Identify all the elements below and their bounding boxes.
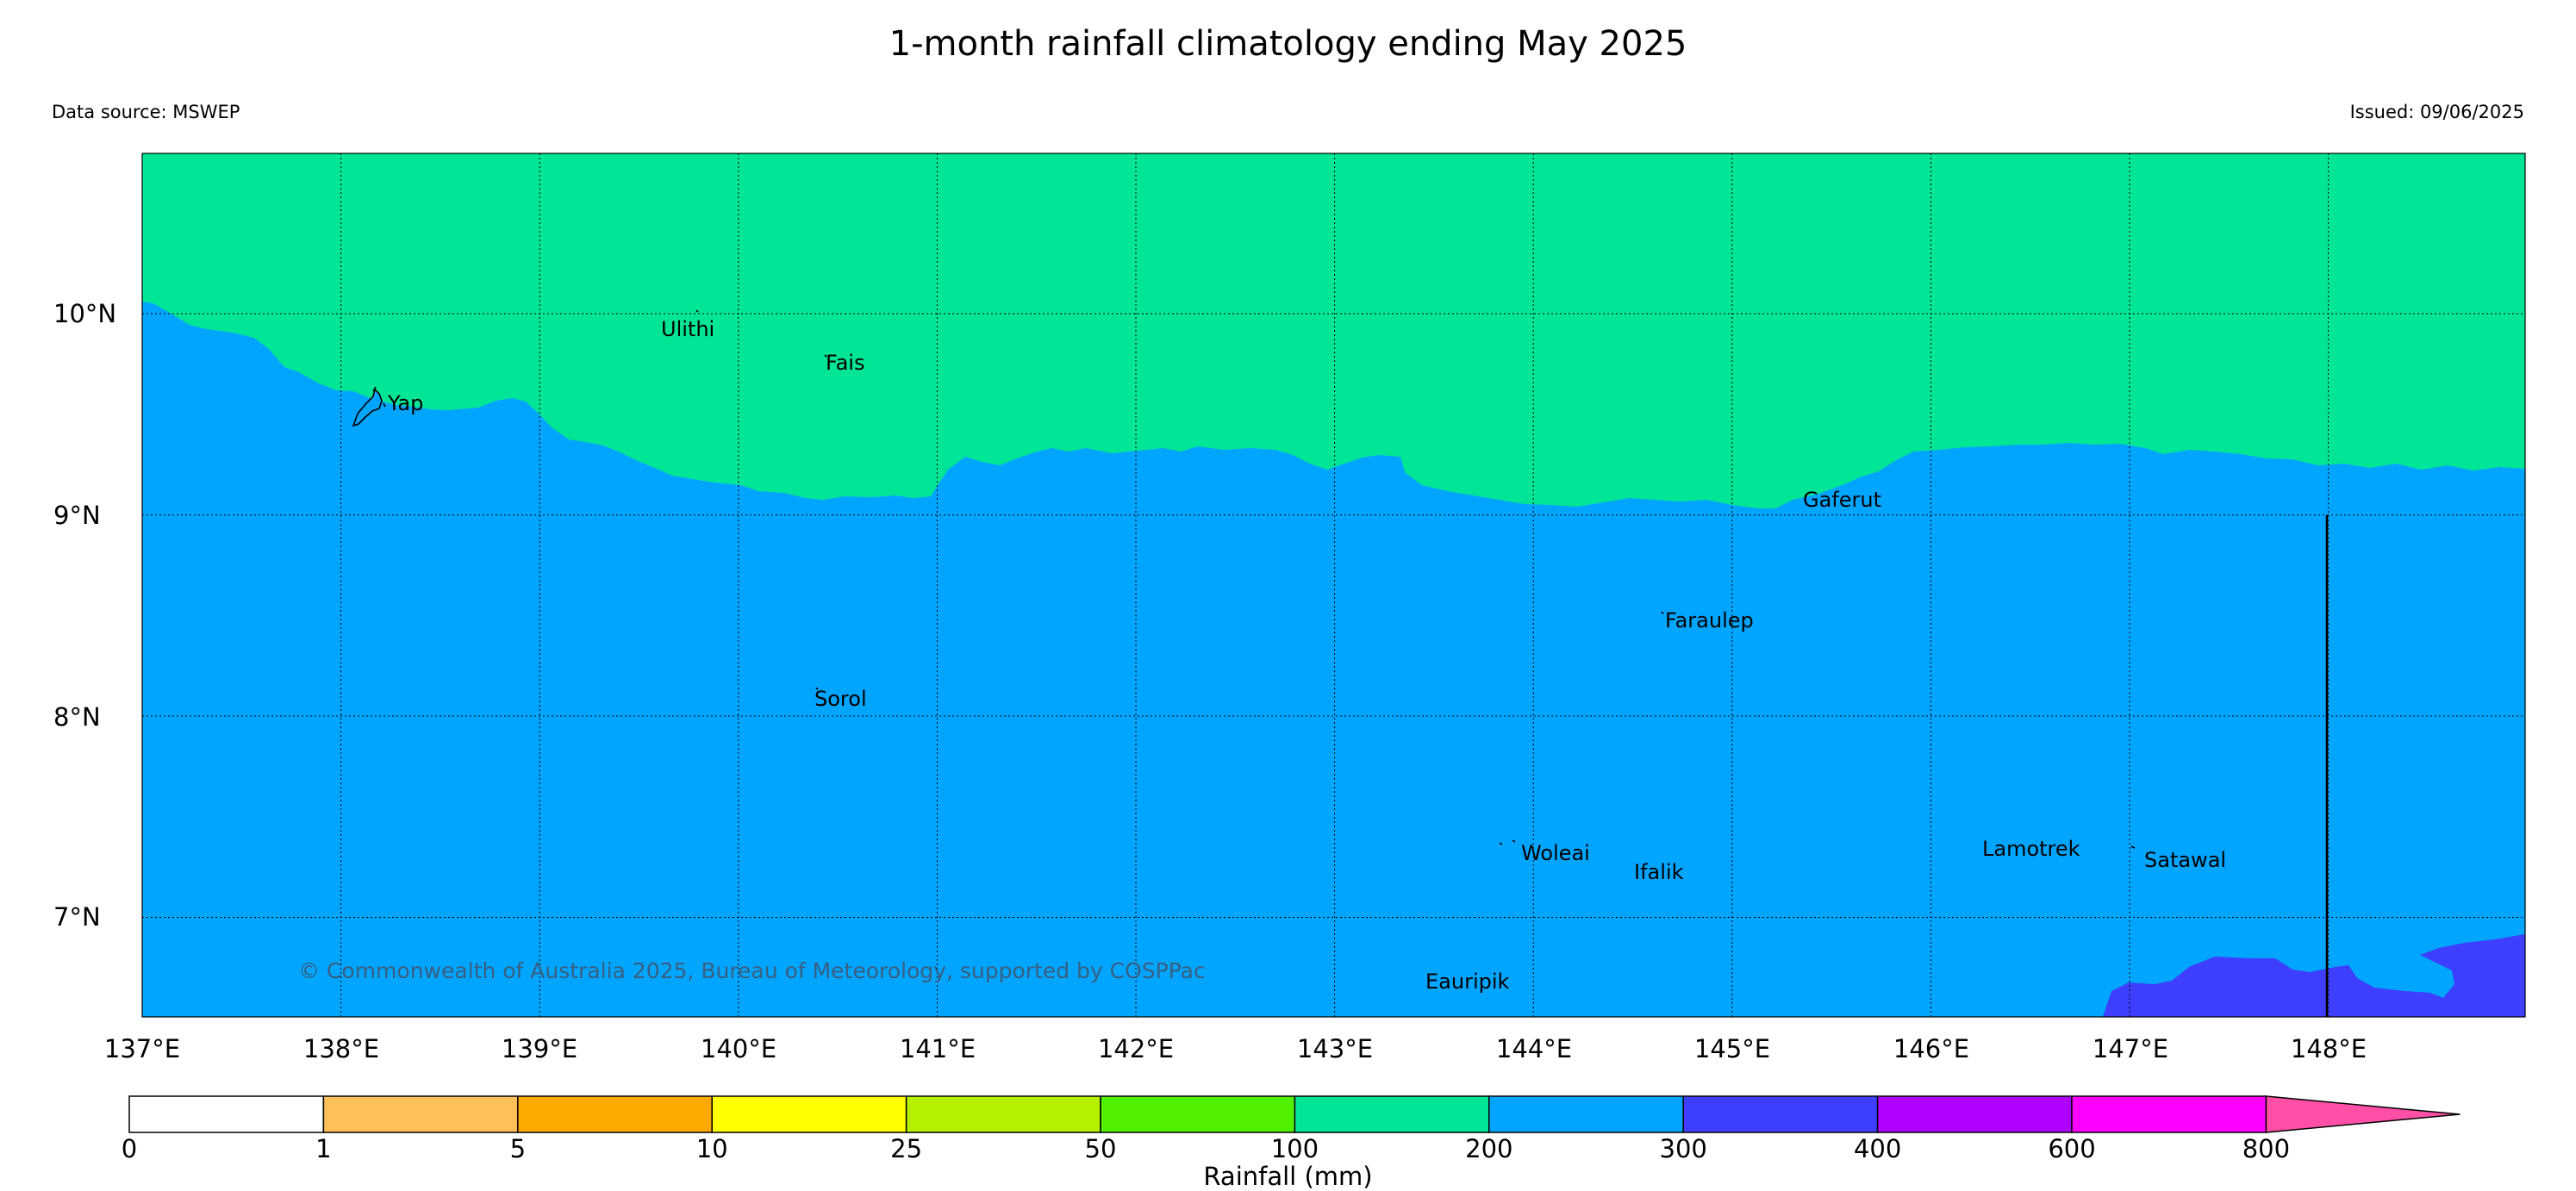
place-label-sorol: Sorol	[814, 687, 867, 711]
lat-tick-label: 7°N	[53, 902, 101, 932]
colorbar-tick-label: 10	[695, 1134, 728, 1163]
colorbar-swatch	[905, 1095, 1101, 1133]
colorbar-swatch	[1682, 1095, 1879, 1133]
lon-tick-label: 146°E	[1893, 1034, 1970, 1063]
colorbar-tick-label: 0	[121, 1134, 138, 1163]
lon-tick-label: 139°E	[501, 1034, 578, 1063]
issued-date-label: Issued: 09/06/2025	[2349, 102, 2524, 122]
lat-tick-label: 9°N	[53, 501, 101, 530]
colorbar-tick-label: 400	[1853, 1134, 1902, 1163]
place-label-ulithi: Ulithi	[661, 317, 715, 341]
colorbar-swatch	[711, 1095, 908, 1133]
place-label-gaferut: Gaferut	[1803, 488, 1882, 512]
colorbar-tick-label: 200	[1465, 1134, 1513, 1163]
colorbar-extension	[2265, 1095, 2461, 1133]
colorbar-swatch	[1100, 1095, 1296, 1133]
map-title: 1-month rainfall climatology ending May …	[889, 24, 1687, 64]
colorbar-tick-label: 1	[315, 1134, 332, 1163]
colorbar-title: Rainfall (mm)	[1203, 1162, 1373, 1191]
rainfall-band-300-400	[2103, 934, 2525, 1017]
lat-tick-label: 10°N	[53, 299, 117, 328]
place-label-lamotrek: Lamotrek	[1982, 837, 2080, 861]
lon-tick-label: 142°E	[1097, 1034, 1175, 1063]
lon-tick-label: 143°E	[1296, 1034, 1374, 1063]
place-label-faraulep: Faraulep	[1665, 608, 1754, 633]
lon-tick-label: 148°E	[2290, 1034, 2367, 1063]
rainfall-band-100-200	[142, 153, 2525, 508]
colorbar-tick-label: 100	[1270, 1134, 1319, 1163]
colorbar-tick-label: 800	[2242, 1134, 2291, 1163]
colorbar-swatch	[322, 1095, 519, 1133]
colorbar-tick-label: 600	[2048, 1134, 2096, 1163]
colorbar-tick-label: 50	[1084, 1134, 1117, 1163]
lon-tick-label: 140°E	[700, 1034, 777, 1063]
colorbar-swatch	[1876, 1095, 2073, 1133]
lon-tick-label: 141°E	[899, 1034, 976, 1063]
lon-tick-label: 147°E	[2092, 1034, 2169, 1063]
yap-island-icon	[352, 386, 386, 427]
map-frame	[141, 153, 2526, 1018]
place-label-satawal: Satawal	[2144, 848, 2227, 872]
data-source-label: Data source: MSWEP	[52, 102, 240, 122]
colorbar-swatch	[1488, 1095, 1684, 1133]
place-label-fais: Fais	[826, 351, 865, 375]
colorbar-tick-label: 25	[890, 1134, 923, 1163]
colorbar-swatch	[1294, 1095, 1490, 1133]
lon-tick-label: 137°E	[103, 1034, 181, 1063]
lon-tick-label: 145°E	[1693, 1034, 1771, 1063]
atoll-markers	[695, 309, 2136, 849]
colorbar-swatch	[517, 1095, 713, 1133]
lat-tick-label: 8°N	[53, 702, 101, 732]
copyright-notice: © Commonwealth of Australia 2025, Bureau…	[298, 958, 1206, 983]
graticule	[142, 153, 2525, 1017]
lon-tick-label: 138°E	[303, 1034, 380, 1063]
colorbar-tick-label: 300	[1659, 1134, 1707, 1163]
place-label-ifalik: Ifalik	[1634, 860, 1684, 884]
place-label-eauripik: Eauripik	[1425, 970, 1510, 994]
colorbar-tick-label: 5	[509, 1134, 527, 1163]
lon-tick-label: 144°E	[1495, 1034, 1573, 1063]
place-label-yap: Yap	[388, 391, 424, 415]
colorbar-swatch	[2071, 1095, 2267, 1133]
colorbar-swatch	[128, 1095, 325, 1133]
place-label-woleai: Woleai	[1521, 841, 1590, 865]
